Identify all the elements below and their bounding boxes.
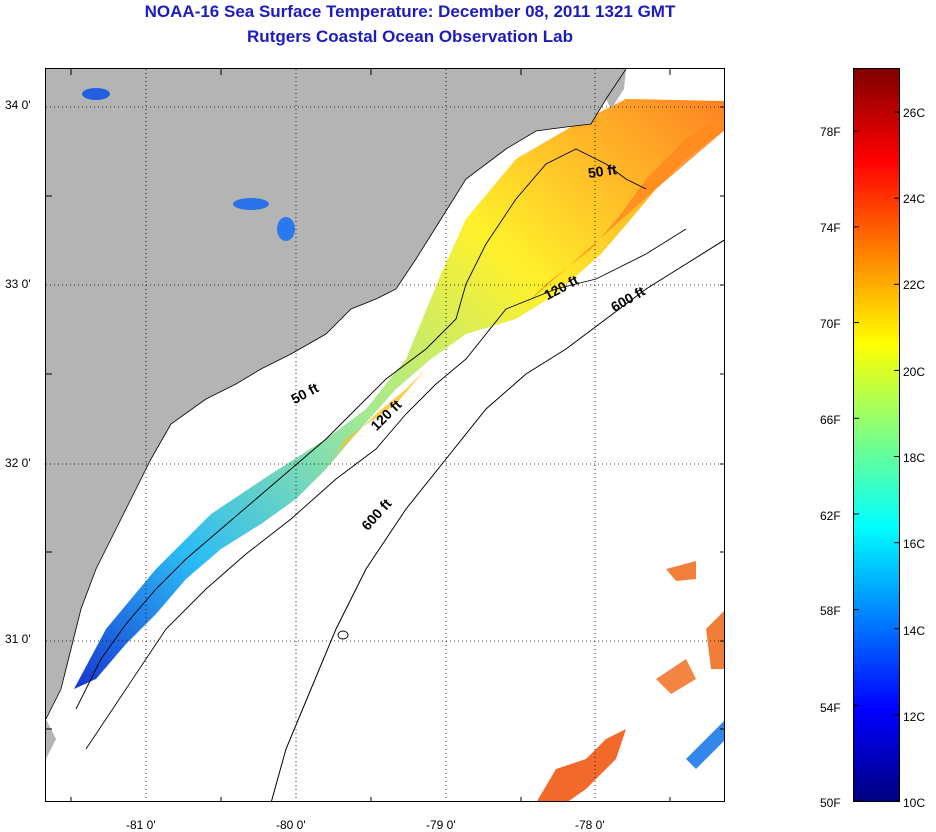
colorbar-label-70f: 70F bbox=[820, 317, 841, 331]
contour-50ft bbox=[75, 148, 647, 710]
colorbar-label-50f: 50F bbox=[820, 796, 841, 810]
contour-600ft-island bbox=[337, 630, 349, 640]
sst-offshore-patch bbox=[666, 561, 696, 581]
colorbar-label-78f: 78F bbox=[820, 125, 841, 139]
longitude-label-80: -80 0' bbox=[276, 818, 306, 832]
sst-warm-edge bbox=[526, 115, 724, 304]
colorbar-label-66f: 66F bbox=[820, 413, 841, 427]
temperature-colorbar bbox=[853, 68, 900, 802]
latitude-label-33: 33 0' bbox=[5, 277, 31, 291]
colorbar-label-10c: 10C bbox=[903, 796, 926, 810]
axis-ticks bbox=[46, 69, 724, 801]
land-southern-tip bbox=[46, 719, 56, 759]
colorbar-label-22c: 22C bbox=[903, 278, 926, 292]
colorbar-label-20c: 20C bbox=[903, 365, 926, 379]
sst-map-canvas bbox=[46, 69, 724, 801]
colorbar-label-74f: 74F bbox=[820, 221, 841, 235]
contour-120ft bbox=[85, 228, 687, 750]
colorbar-label-62f: 62F bbox=[820, 509, 841, 523]
latitude-label-32: 32 0' bbox=[5, 456, 31, 470]
graticule bbox=[46, 69, 724, 801]
map-subtitle: Rutgers Coastal Ocean Observation Lab bbox=[247, 27, 573, 46]
colorbar-label-16c: 16C bbox=[903, 537, 926, 551]
colorbar-label-12c: 12C bbox=[903, 710, 926, 724]
land-peninsula-ne bbox=[606, 69, 626, 109]
map-title: NOAA-16 Sea Surface Temperature: Decembe… bbox=[144, 2, 676, 21]
inland-lake bbox=[233, 198, 269, 210]
contour-600ft bbox=[271, 239, 724, 801]
longitude-label-81: -81 0' bbox=[126, 818, 156, 832]
sst-warm-edge-mid bbox=[311, 369, 426, 489]
sst-offshore-patch-cool bbox=[686, 721, 724, 769]
inland-lake bbox=[277, 217, 295, 241]
inland-lake bbox=[82, 88, 110, 100]
colorbar-gradient bbox=[854, 69, 899, 802]
colorbar-label-26c: 26C bbox=[903, 106, 926, 120]
colorbar-label-18c: 18C bbox=[903, 451, 926, 465]
latitude-label-34: 34 0' bbox=[5, 98, 31, 112]
longitude-label-78: -78 0' bbox=[575, 818, 605, 832]
sst-offshore-patch bbox=[656, 659, 696, 694]
coastline bbox=[46, 69, 627, 720]
sst-coastal-band bbox=[74, 99, 724, 689]
colorbar-label-54f: 54F bbox=[820, 701, 841, 715]
colorbar-label-14c: 14C bbox=[903, 624, 926, 638]
latitude-label-31: 31 0' bbox=[5, 632, 31, 646]
colorbar-label-58f: 58F bbox=[820, 604, 841, 618]
colorbar-label-24c: 24C bbox=[903, 192, 926, 206]
sst-offshore-patch bbox=[706, 611, 724, 669]
sst-map bbox=[45, 68, 725, 802]
sst-offshore-patch bbox=[537, 729, 626, 801]
land-area bbox=[46, 69, 626, 719]
longitude-label-79: -79 0' bbox=[426, 818, 456, 832]
